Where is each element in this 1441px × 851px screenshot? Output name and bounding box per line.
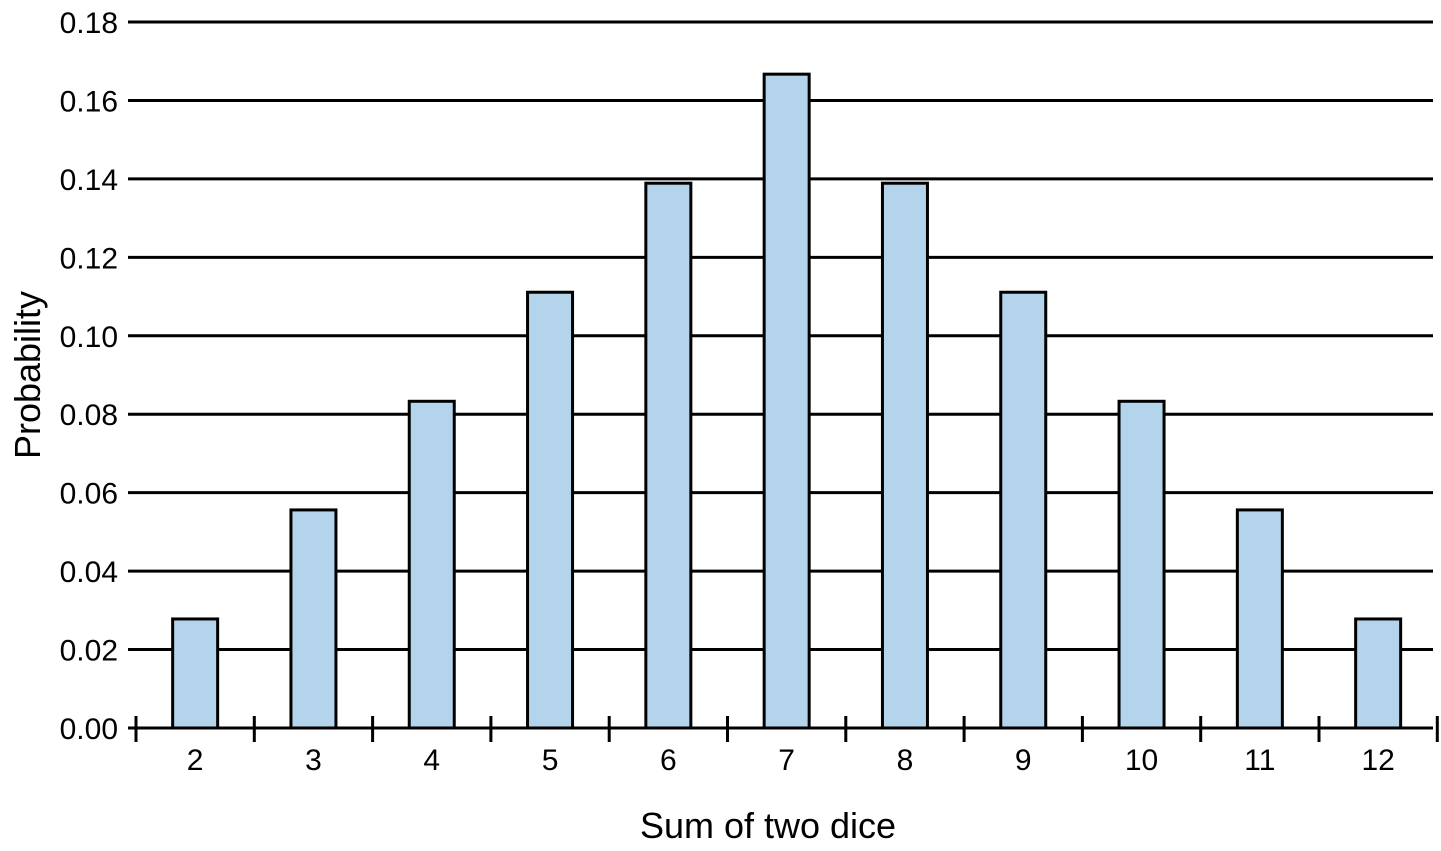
bar-2 bbox=[171, 617, 220, 730]
x-tick-label: 5 bbox=[542, 744, 559, 777]
y-tick-label: 0.00 bbox=[60, 713, 118, 746]
y-tick-label: 0.08 bbox=[60, 399, 118, 432]
x-tick-labels: 2 3 4 5 6 7 8 9 10 11 12 bbox=[187, 744, 1395, 777]
bar-12 bbox=[1354, 617, 1403, 730]
x-tick-label: 12 bbox=[1361, 744, 1394, 777]
y-tick-label: 0.02 bbox=[60, 635, 118, 668]
bar-6 bbox=[644, 181, 693, 730]
y-tick-label: 0.06 bbox=[60, 478, 118, 511]
bar-4 bbox=[407, 399, 456, 730]
y-tick-label: 0.12 bbox=[60, 242, 118, 275]
x-tick-label: 9 bbox=[1015, 744, 1032, 777]
y-tick-label: 0.10 bbox=[60, 321, 118, 354]
y-tick-labels: 0.00 0.02 0.04 0.06 0.08 0.10 0.12 0.14 0.16 0.18 bbox=[60, 7, 118, 746]
bar-9 bbox=[999, 290, 1048, 730]
bar-3 bbox=[289, 508, 338, 730]
x-axis bbox=[128, 716, 1439, 742]
x-tick-label: 11 bbox=[1244, 744, 1275, 777]
bar-10 bbox=[1117, 399, 1166, 730]
bar-11 bbox=[1235, 508, 1284, 730]
x-tick-label: 2 bbox=[187, 744, 204, 777]
y-tick-label: 0.18 bbox=[60, 7, 118, 40]
x-tick-label: 4 bbox=[423, 744, 440, 777]
x-tick-label: 10 bbox=[1125, 744, 1158, 777]
x-tick-label: 6 bbox=[660, 744, 677, 777]
bar-7 bbox=[762, 72, 811, 730]
y-tick-label: 0.16 bbox=[60, 85, 118, 118]
bar-8 bbox=[880, 181, 929, 730]
y-tick-label: 0.14 bbox=[60, 164, 118, 197]
x-tick-label: 7 bbox=[778, 744, 795, 777]
y-axis-label: Probability bbox=[7, 291, 48, 459]
x-tick-label: 3 bbox=[305, 744, 322, 777]
x-tick-label: 8 bbox=[897, 744, 914, 777]
x-axis-label: Sum of two dice bbox=[640, 805, 896, 846]
bar-5 bbox=[526, 290, 575, 730]
bars bbox=[171, 72, 1403, 730]
y-tick-label: 0.04 bbox=[60, 556, 118, 589]
